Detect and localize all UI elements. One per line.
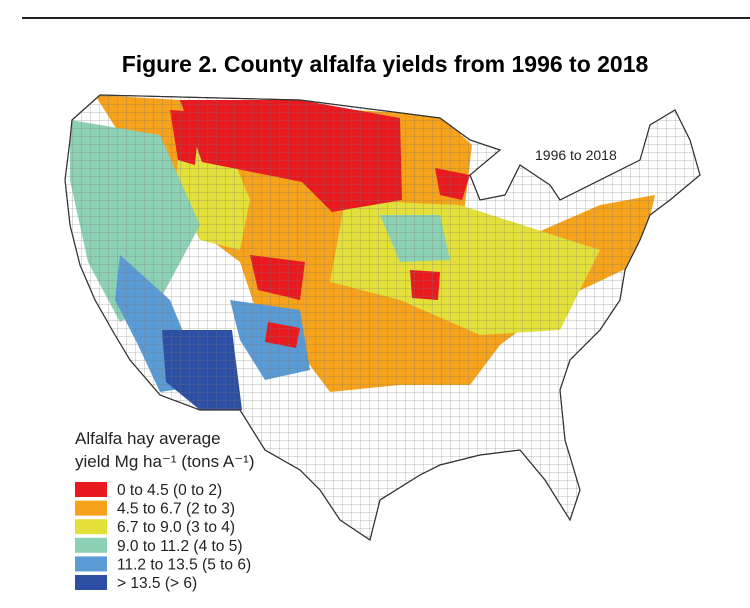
legend-label: 9.0 to 11.2 (4 to 5) xyxy=(117,538,243,555)
legend-label: 11.2 to 13.5 (5 to 6) xyxy=(117,556,251,573)
period-label: 1996 to 2018 xyxy=(535,147,617,163)
legend-swatch xyxy=(75,482,107,497)
legend-swatch xyxy=(75,537,107,553)
legend-label: 4.5 to 6.7 (2 to 3) xyxy=(117,501,235,518)
legend-swatch xyxy=(75,519,107,535)
figure-title: Figure 2. County alfalfa yields from 199… xyxy=(122,51,649,77)
legend: 0 to 4.5 (0 to 2) 4.5 to 6.7 (2 to 3)6.7 … xyxy=(75,482,251,592)
legend-label: 6.7 to 9.0 (3 to 4) xyxy=(117,519,235,536)
legend-swatch xyxy=(75,575,107,590)
legend-label: > 13.5 (> 6) xyxy=(117,575,197,592)
legend-swatch xyxy=(75,500,107,516)
county-grid xyxy=(65,95,700,540)
legend-title: yield Mg ha⁻¹ (tons A⁻¹) xyxy=(75,452,255,471)
legend-title: Alfalfa hay average xyxy=(75,429,221,448)
legend-label: 0 to 4.5 (0 to 2) xyxy=(117,482,222,499)
legend-swatch xyxy=(75,556,107,572)
